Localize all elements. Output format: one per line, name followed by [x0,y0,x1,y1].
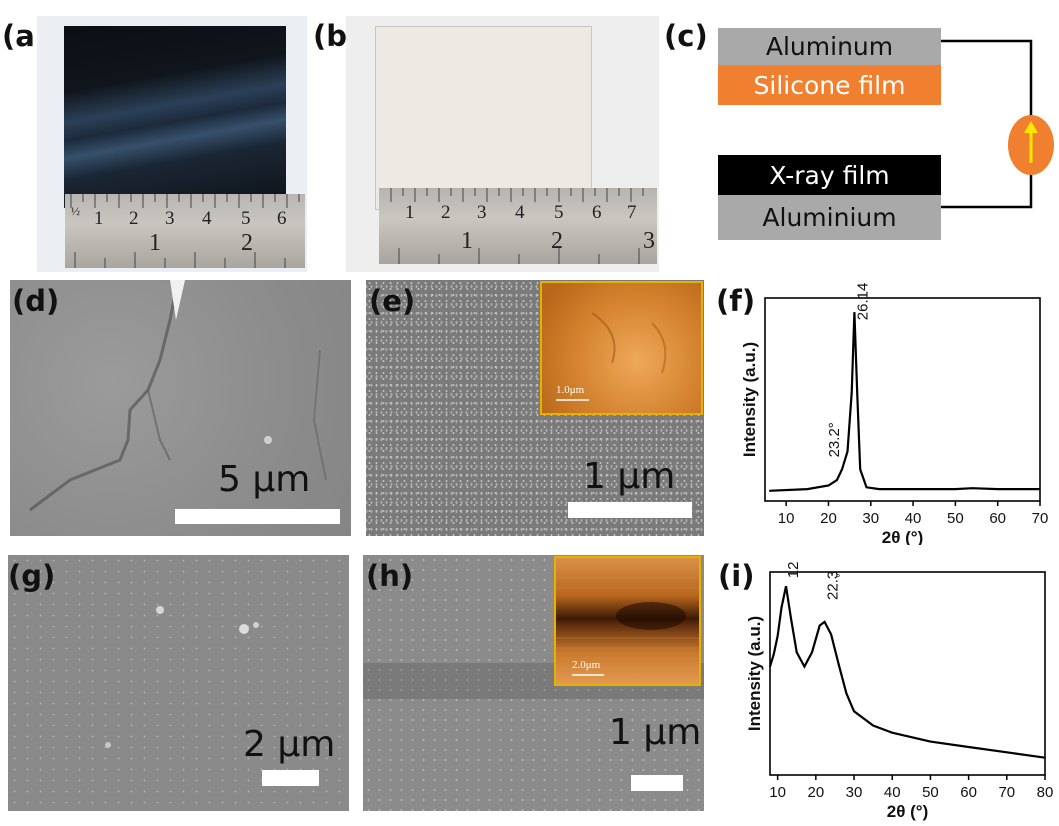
circuit-wire [941,39,1033,116]
x-tick-label: 40 [884,784,901,801]
x-tick-label: 20 [807,784,824,801]
ruler-in-3: 3 [643,228,655,254]
data-line [769,312,1040,492]
ruler-fraction: ½ [71,204,80,218]
afm-inset-h: 2.0μm [554,556,701,686]
peak-annotation: 26.14° [854,283,871,320]
inset-scale-label-e: 1.0μm [556,384,585,396]
x-tick-label: 30 [846,784,863,801]
sem-image-g: 2 μm [8,555,349,811]
plot-frame [769,571,1046,776]
ruler-ticks-a [70,194,300,268]
afm-inset-e: 1.0μm [540,281,703,415]
layer-aluminum-top: Aluminum [718,28,941,65]
peak-annotation: 22.3 [825,571,842,600]
circuit-wiring [941,39,1054,209]
circuit-wire-lower [941,174,1033,209]
panel-label-f: (f) [716,284,756,318]
sem-image-e: 1.0μm 1 μm [366,280,704,536]
peak-annotation: 23.2° [826,422,843,457]
panel-label-e: (e) [369,284,416,318]
ruler-in-2: 2 [551,228,563,254]
afm-features-h [556,567,699,679]
scale-bar-h [631,775,683,791]
ruler-ticks-b [390,188,644,264]
chart-xrd-f: 10 20 30 40 50 60 70 2θ (°) Intensity (a.u.) 26.1… [740,283,1049,545]
panel-label-h: (h) [366,559,414,593]
peak-annotation: 12.2 [785,562,802,578]
steel-ruler-a: ½ 1 2 3 4 5 6 1 2 [65,194,305,268]
x-tick-label: 30 [862,510,879,527]
x-axis-label: 2θ (°) [882,528,924,545]
scale-label-d: 5 μm [218,459,311,500]
x-tick-label: 20 [820,510,837,527]
degree-mark: ° [836,571,841,585]
y-axis-label: Intensity (a.u.) [745,616,764,731]
ruler-cm-4: 4 [202,208,212,229]
inset-scale-label-h: 2.0μm [572,659,601,671]
x-tick-label: 60 [960,784,977,801]
panel-label-g: (g) [8,559,56,593]
silicone-film [375,26,592,210]
steel-ruler-b: 1 2 3 4 5 6 7 1 2 3 [379,188,657,264]
panel-label-i: (i) [718,559,755,593]
scale-bar-e [568,502,692,518]
scale-bar-g [262,770,319,786]
scale-bar-d [175,509,340,524]
x-axis-label: 2θ (°) [887,802,929,821]
data-line [768,585,1046,759]
xray-film [64,26,286,208]
x-tick-label: 10 [769,784,786,801]
scale-label-h: 1 μm [609,712,702,753]
ruler-cm-6: 6 [592,202,602,223]
ruler-cm-5: 5 [554,202,564,223]
ruler-cm-7: 7 [627,202,637,223]
ruler-cm-2: 2 [441,202,451,223]
ruler-cm-1: 1 [94,208,104,229]
ruler-cm-6: 6 [277,208,287,229]
ruler-in-2: 2 [241,230,253,256]
x-tick-label: 50 [947,510,964,527]
layer-silicone-film: Silicone film [718,65,941,105]
ruler-cm-5: 5 [241,208,251,229]
ruler-cm-4: 4 [515,202,525,223]
afm-features-e [556,312,667,401]
scale-label-e: 1 μm [583,456,676,497]
panel-label-d: (d) [12,284,60,318]
scale-label-g: 2 μm [243,724,336,765]
sem-image-d: 5 μm [10,280,351,536]
x-tick-label: 80 [1037,784,1054,801]
layer-xray-film: X-ray film [718,155,941,195]
photo-silicone-film: 1 2 3 4 5 6 7 1 2 3 [346,16,659,272]
x-tick-label: 40 [905,510,922,527]
layer-aluminium-bottom: Aluminium [718,195,941,240]
x-tick-label: 70 [998,784,1015,801]
arrow-head-icon [1024,121,1038,133]
ruler-in-1: 1 [149,230,161,256]
sem-particles-g [105,606,259,748]
ruler-cm-3: 3 [165,208,175,229]
sem-cracks-d [29,280,327,512]
ruler-cm-2: 2 [129,208,139,229]
plot-frame [764,297,1041,502]
ruler-cm-3: 3 [477,202,487,223]
sem-image-h: 2.0μm 1 μm [363,555,704,811]
panel-label-c: (c) [664,19,708,53]
x-tick-label: 50 [922,784,939,801]
chart-xrd-i: 10 20 30 40 50 60 70 80 2θ (°) Intensity (a.u.) 12… [745,562,1054,821]
x-tick-label: 60 [989,510,1006,527]
y-axis-label: Intensity (a.u.) [740,342,759,457]
ruler-cm-1: 1 [405,202,415,223]
x-tick-label: 70 [1032,510,1049,527]
photo-xray-film: ½ 1 2 3 4 5 6 1 2 [37,16,307,272]
ruler-in-1: 1 [461,228,473,254]
x-tick-label: 10 [778,510,795,527]
